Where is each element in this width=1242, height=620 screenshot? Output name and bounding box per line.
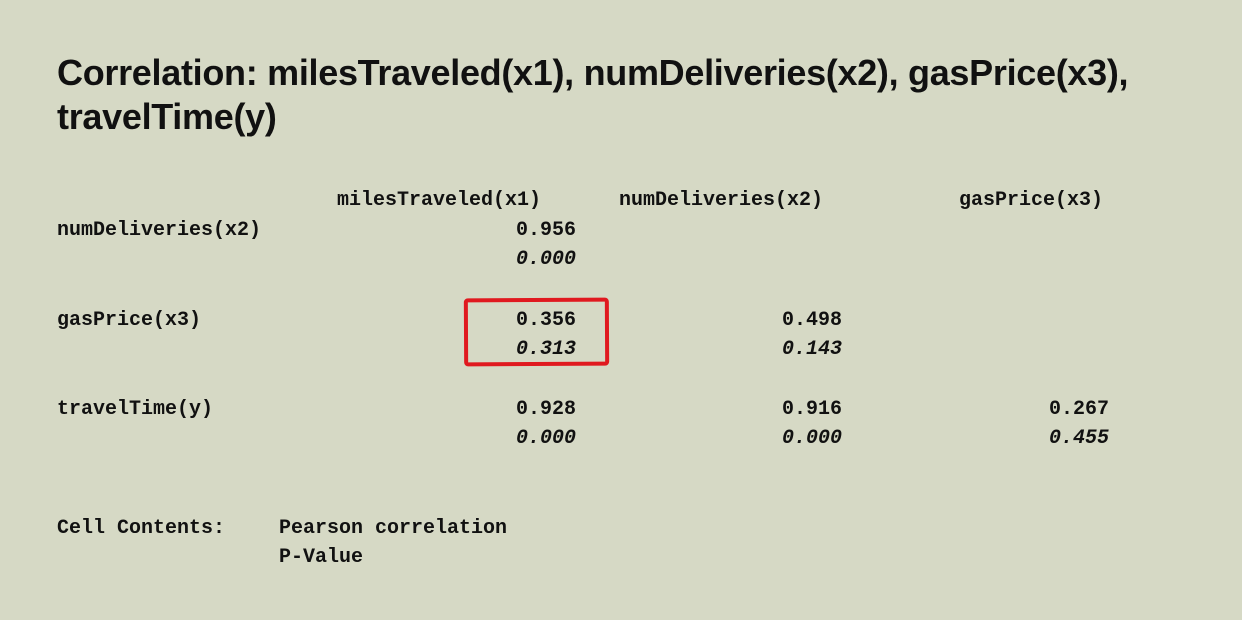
pearson-y-x1: 0.928	[515, 398, 576, 421]
row-label-y: travelTime(y)	[57, 398, 214, 421]
pearson-x3-x1: 0.356	[515, 309, 576, 332]
pearson-x2-x1: 0.956	[515, 219, 576, 242]
column-header-x2: numDeliveries(x2)	[619, 189, 824, 212]
highlight-annotation-box	[463, 297, 610, 367]
pvalue-y-x3: 0.455	[1048, 427, 1109, 450]
pvalue-y-x2: 0.000	[781, 427, 842, 450]
pearson-y-x2: 0.916	[781, 398, 842, 421]
pvalue-x3-x2: 0.143	[781, 338, 842, 361]
row-label-x3: gasPrice(x3)	[57, 309, 202, 332]
pearson-x3-x2: 0.498	[781, 309, 842, 332]
row-label-x2: numDeliveries(x2)	[57, 219, 262, 242]
pvalue-x2-x1: 0.000	[515, 248, 576, 271]
legend-label: Cell Contents:	[57, 517, 226, 540]
pvalue-y-x1: 0.000	[515, 427, 576, 450]
pearson-y-x3: 0.267	[1048, 398, 1109, 421]
column-header-x3: gasPrice(x3)	[959, 189, 1104, 212]
page-title: Correlation: milesTraveled(x1), numDeliv…	[57, 52, 1129, 137]
legend-pearson: Pearson correlation	[279, 517, 508, 540]
column-header-x1: milesTraveled(x1)	[337, 189, 542, 212]
pvalue-x3-x1: 0.313	[515, 338, 576, 361]
legend-pvalue: P-Value	[279, 546, 364, 569]
